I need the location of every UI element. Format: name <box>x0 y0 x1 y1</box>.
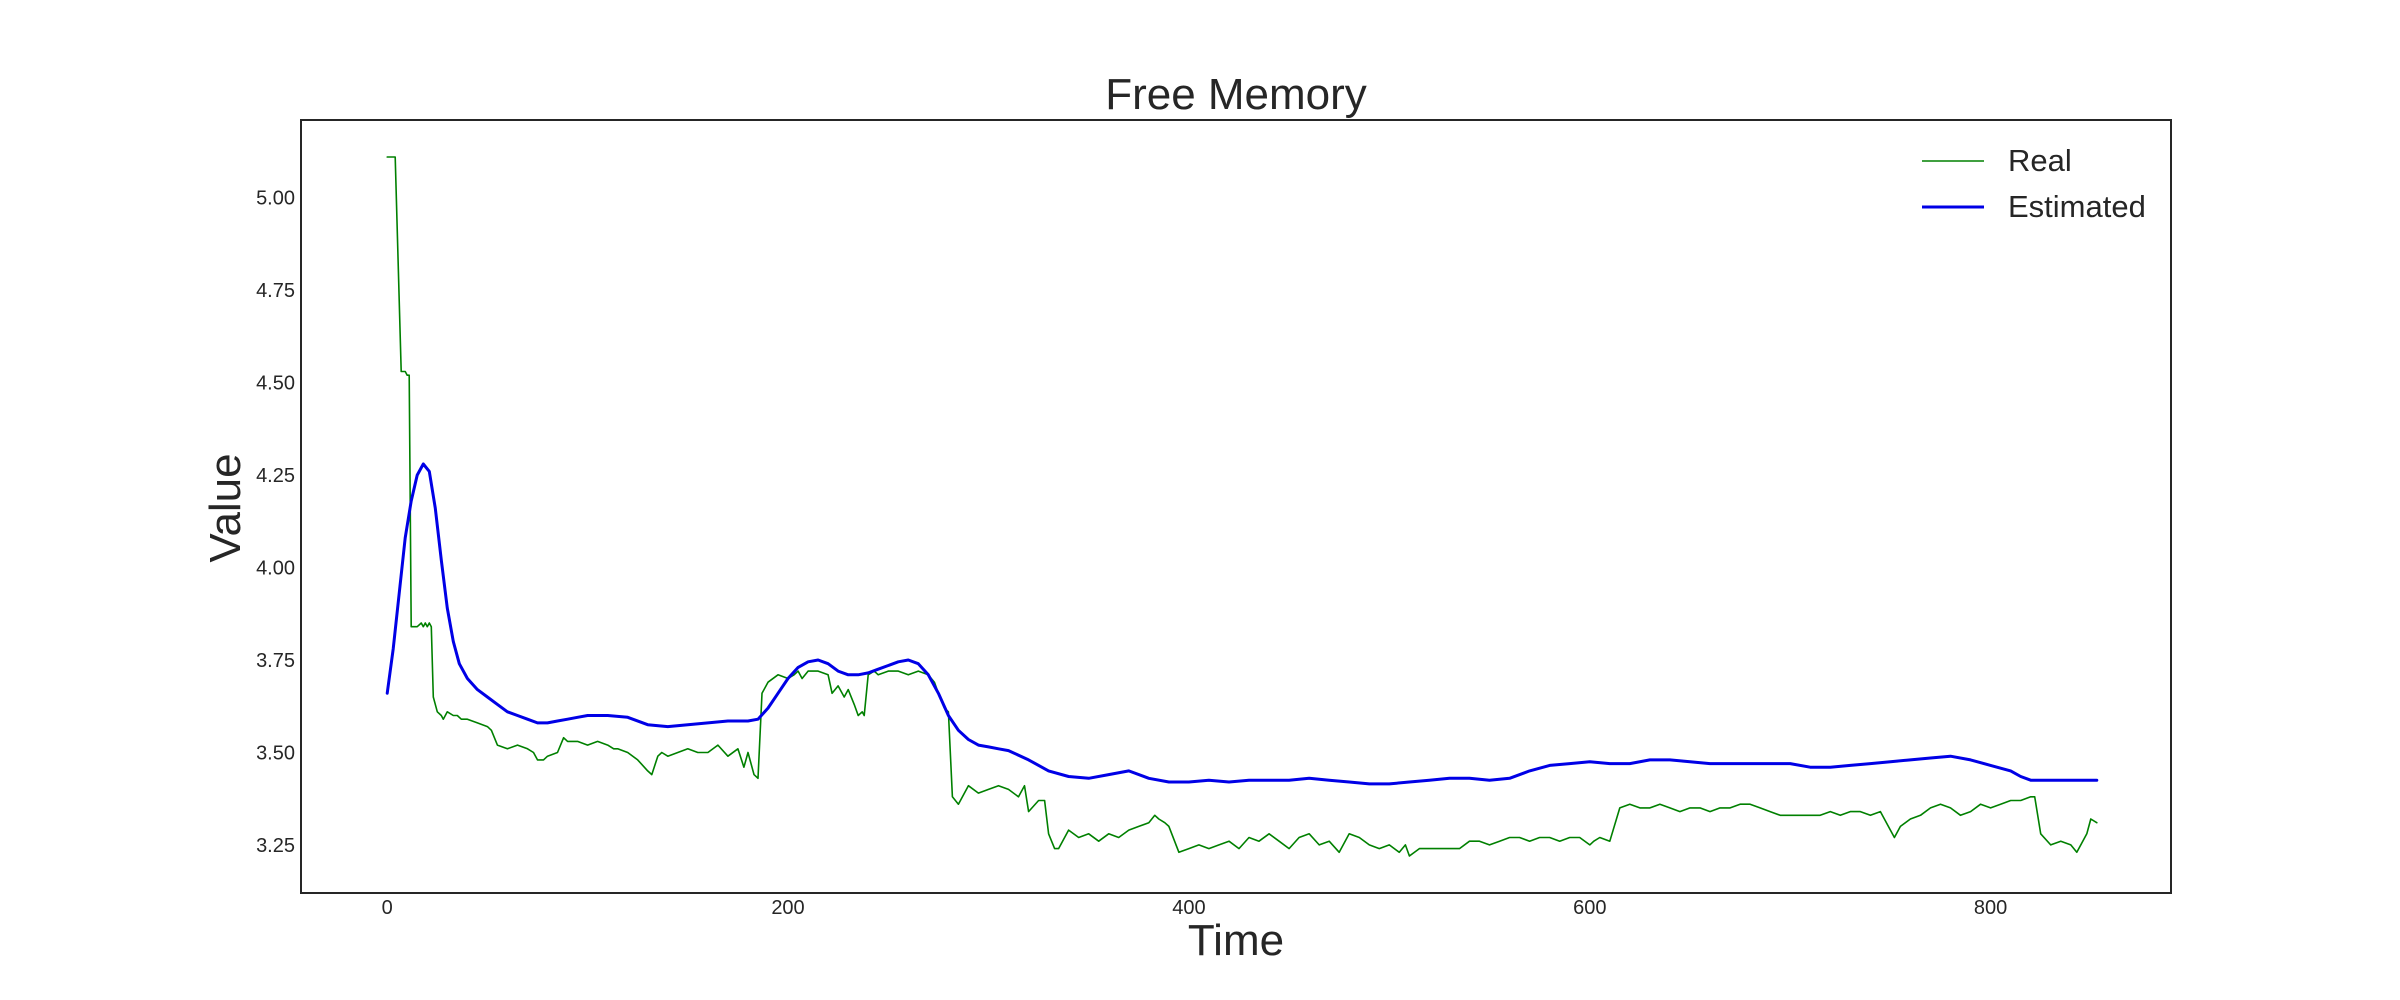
x-tick-label: 400 <box>1172 897 1205 919</box>
y-axis-label: Value <box>201 453 250 562</box>
y-tick-label: 4.25 <box>256 465 295 487</box>
y-tick-label: 3.50 <box>256 743 295 765</box>
y-tick-label: 4.00 <box>256 558 295 580</box>
y-axis-ticks: 3.25 3.50 3.75 4.00 4.25 4.50 4.75 5.00 <box>256 188 295 857</box>
x-tick-label: 200 <box>771 897 804 919</box>
y-tick-label: 3.25 <box>256 835 295 857</box>
y-tick-label: 5.00 <box>256 188 295 210</box>
series-layer <box>385 156 2099 857</box>
y-tick-label: 4.50 <box>256 373 295 395</box>
series-line-estimated <box>385 462 2099 786</box>
series-line-real <box>386 156 2098 857</box>
plot-frame <box>300 119 2172 894</box>
x-tick-label: 800 <box>1974 897 2007 919</box>
legend: Real Estimated <box>1922 143 2146 224</box>
legend-label-estimated: Estimated <box>2008 189 2146 224</box>
legend-label-real: Real <box>2008 143 2072 178</box>
chart-title: Free Memory <box>1105 70 1367 119</box>
x-axis-label: Time <box>1188 916 1284 965</box>
y-tick-label: 3.75 <box>256 650 295 672</box>
x-tick-label: 600 <box>1573 897 1606 919</box>
x-tick-label: 0 <box>382 897 393 919</box>
y-tick-label: 4.75 <box>256 280 295 302</box>
x-axis-ticks: 0 200 400 600 800 <box>382 897 2008 919</box>
